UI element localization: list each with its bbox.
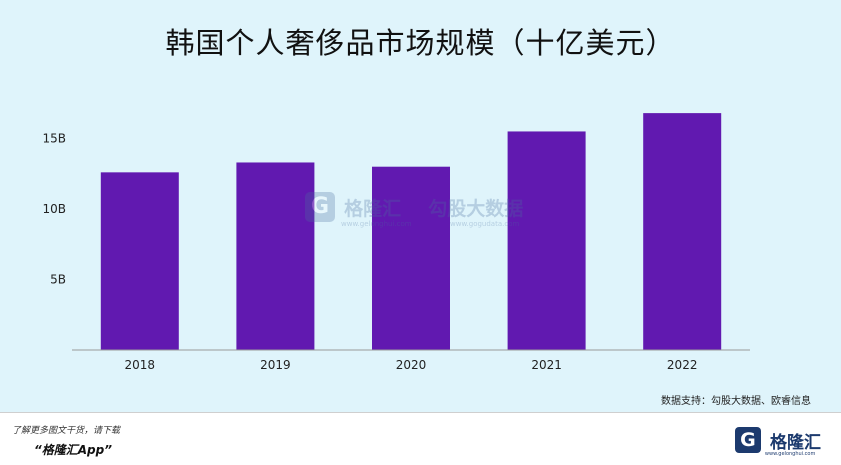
x-ticks-group: 2018 2019 2020 2021 2022 [125, 358, 698, 372]
footer-logo[interactable]: G 格隆汇 www.gelonghui.com [734, 427, 821, 457]
footer-logo-url: www.gelonghui.com [764, 451, 816, 457]
x-tick-label-2022: 2022 [667, 358, 698, 372]
bars-group [100, 113, 722, 351]
y-tick-label-5B: 5B [50, 273, 66, 287]
gelonghui-logo-icon: G [734, 427, 761, 453]
x-tick-label-2018: 2018 [125, 358, 156, 372]
bar-chart: 5B 10B 15B 2018 2019 2020 2021 2022 [42, 113, 750, 372]
bar-2019 [236, 162, 315, 350]
y-tick-label-15B: 15B [42, 132, 66, 146]
chart-title: 韩国个人奢侈品市场规模（十亿美元） [165, 26, 676, 60]
footer-app-link[interactable]: “格隆汇App” [34, 443, 112, 457]
y-ticks-group: 5B 10B 15B [42, 132, 66, 287]
y-tick-label-10B: 10B [42, 202, 66, 216]
data-source: 数据支持：勾股大数据、欧睿信息 [661, 396, 811, 407]
bar-2018 [100, 172, 179, 350]
footer-logo-name: 格隆汇 [770, 432, 821, 453]
bar-2021 [507, 131, 586, 350]
bar-2020 [372, 166, 450, 350]
footer-hint: 了解更多图文干货，请下载 [12, 426, 121, 436]
footer: 了解更多图文干货，请下载 “格隆汇App” G 格隆汇 www.gelonghu… [0, 412, 841, 465]
x-tick-label-2019: 2019 [260, 358, 291, 372]
x-tick-label-2021: 2021 [531, 358, 562, 372]
bar-2022 [643, 113, 722, 351]
x-tick-label-2020: 2020 [396, 358, 427, 372]
